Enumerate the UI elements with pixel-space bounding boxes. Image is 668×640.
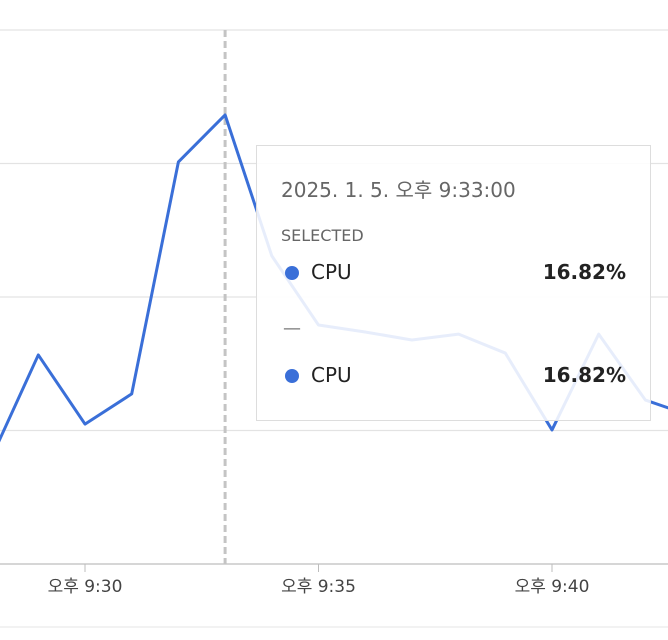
tooltip-heading: SELECTED	[281, 226, 364, 245]
x-tick-label: 오후 9:40	[515, 577, 590, 597]
series-name: CPU	[311, 363, 352, 387]
legend-dot	[285, 369, 299, 383]
tooltip-value: 16.82%	[542, 260, 626, 284]
tooltip: 2025. 1. 5. 오후 9:33:00 SELECTED CPU 16.82…	[256, 145, 651, 421]
series-name: CPU	[311, 260, 352, 284]
tooltip-row: CPU 16.82%	[285, 363, 626, 387]
tooltip-title: 2025. 1. 5. 오후 9:33:00	[281, 178, 516, 202]
x-tick-label: 오후 9:30	[48, 577, 123, 597]
tooltip-value: 16.82%	[542, 363, 626, 387]
tooltip-row: CPU 16.82%	[285, 260, 626, 284]
tooltip-separator: —	[283, 318, 301, 339]
x-tick-label: 오후 9:35	[281, 577, 356, 597]
legend-dot	[285, 266, 299, 280]
